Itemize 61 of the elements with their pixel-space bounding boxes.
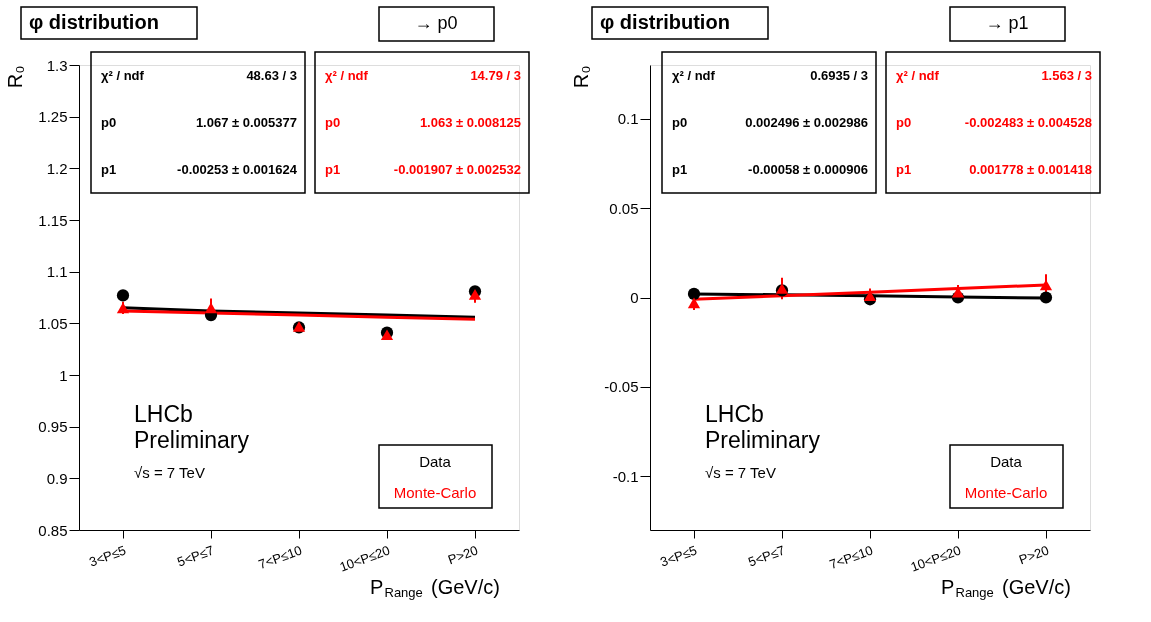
y-tick-label: 1.3	[46, 56, 68, 74]
annotation: 0.001778 ± 0.001418	[969, 162, 1092, 177]
annotation: -0.002483 ± 0.004528	[964, 115, 1092, 130]
annotation: p0	[896, 115, 912, 130]
annotation: √s = 7 TeV	[134, 464, 205, 481]
annotation: 1.063 ± 0.008125	[419, 115, 521, 130]
y-tick-label: 1	[59, 366, 68, 384]
y-tick-label: -0.1	[612, 467, 639, 485]
annotation: -0.001907 ± 0.002532	[393, 162, 521, 177]
annotation: LHCb	[705, 401, 764, 427]
annotation: √s = 7 TeV	[705, 464, 776, 481]
x-tick-label: P>20	[445, 542, 480, 568]
chart-subtitle: → p1	[985, 13, 1029, 33]
annotation: p0	[325, 115, 341, 130]
y-axis-title: R₀	[4, 65, 27, 89]
chart-title: φ distribution	[29, 11, 159, 33]
y-tick-label: 1.2	[46, 159, 68, 177]
chart-subtitle: → p0	[414, 13, 458, 33]
chart-title: φ distribution	[600, 11, 730, 33]
x-tick-label: 3<P≤5	[658, 542, 699, 570]
y-tick-label: 0.85	[38, 521, 68, 539]
annotation: Preliminary	[134, 427, 250, 453]
annotation: p0	[101, 115, 117, 130]
text: Monte-Carlo	[964, 484, 1048, 501]
text: Monte-Carlo	[393, 484, 477, 501]
x-tick-label: P>20	[1016, 542, 1051, 568]
text: Data	[990, 453, 1023, 470]
y-tick-label: 1.25	[38, 108, 68, 126]
y-axis-title: R₀	[570, 65, 593, 89]
annotation: 0.6935 / 3	[810, 68, 868, 83]
annotation: -0.00058 ± 0.000906	[748, 162, 868, 177]
x-tick-label: 5<P≤7	[746, 542, 787, 570]
annotation: p1	[101, 162, 117, 177]
annotation: LHCb	[134, 401, 193, 427]
y-tick-label: 0.95	[38, 418, 68, 436]
y-tick-label: 0	[630, 289, 639, 306]
y-tick-label: 1.05	[38, 314, 68, 332]
annotation: χ² / ndf	[672, 68, 716, 83]
y-tick-label: -0.05	[604, 378, 639, 396]
x-tick-label: 3<P≤5	[87, 542, 128, 570]
y-tick-label: 1.1	[46, 263, 68, 281]
y-tick-label: 0.1	[617, 110, 639, 128]
annotation: p1	[896, 162, 912, 177]
annotation: χ² / ndf	[325, 68, 369, 83]
annotation: 14.79 / 3	[470, 68, 521, 83]
annotation: 48.63 / 3	[246, 68, 297, 83]
annotation: 0.002496 ± 0.002986	[745, 115, 868, 130]
annotation: 1.067 ± 0.005377	[195, 115, 297, 130]
annotation: -0.00253 ± 0.001624	[177, 162, 298, 177]
y-tick-label: 0.05	[609, 199, 639, 217]
annotation: χ² / ndf	[101, 68, 145, 83]
x-tick-label: 5<P≤7	[175, 542, 216, 570]
annotation: p0	[672, 115, 688, 130]
y-tick-label: 1.15	[38, 211, 68, 229]
annotation: p1	[325, 162, 341, 177]
text: Data	[419, 453, 452, 470]
annotation: Preliminary	[705, 427, 821, 453]
y-tick-label: 0.9	[46, 469, 68, 487]
annotation: p1	[672, 162, 688, 177]
annotation: 1.563 / 3	[1041, 68, 1092, 83]
annotation: χ² / ndf	[896, 68, 940, 83]
